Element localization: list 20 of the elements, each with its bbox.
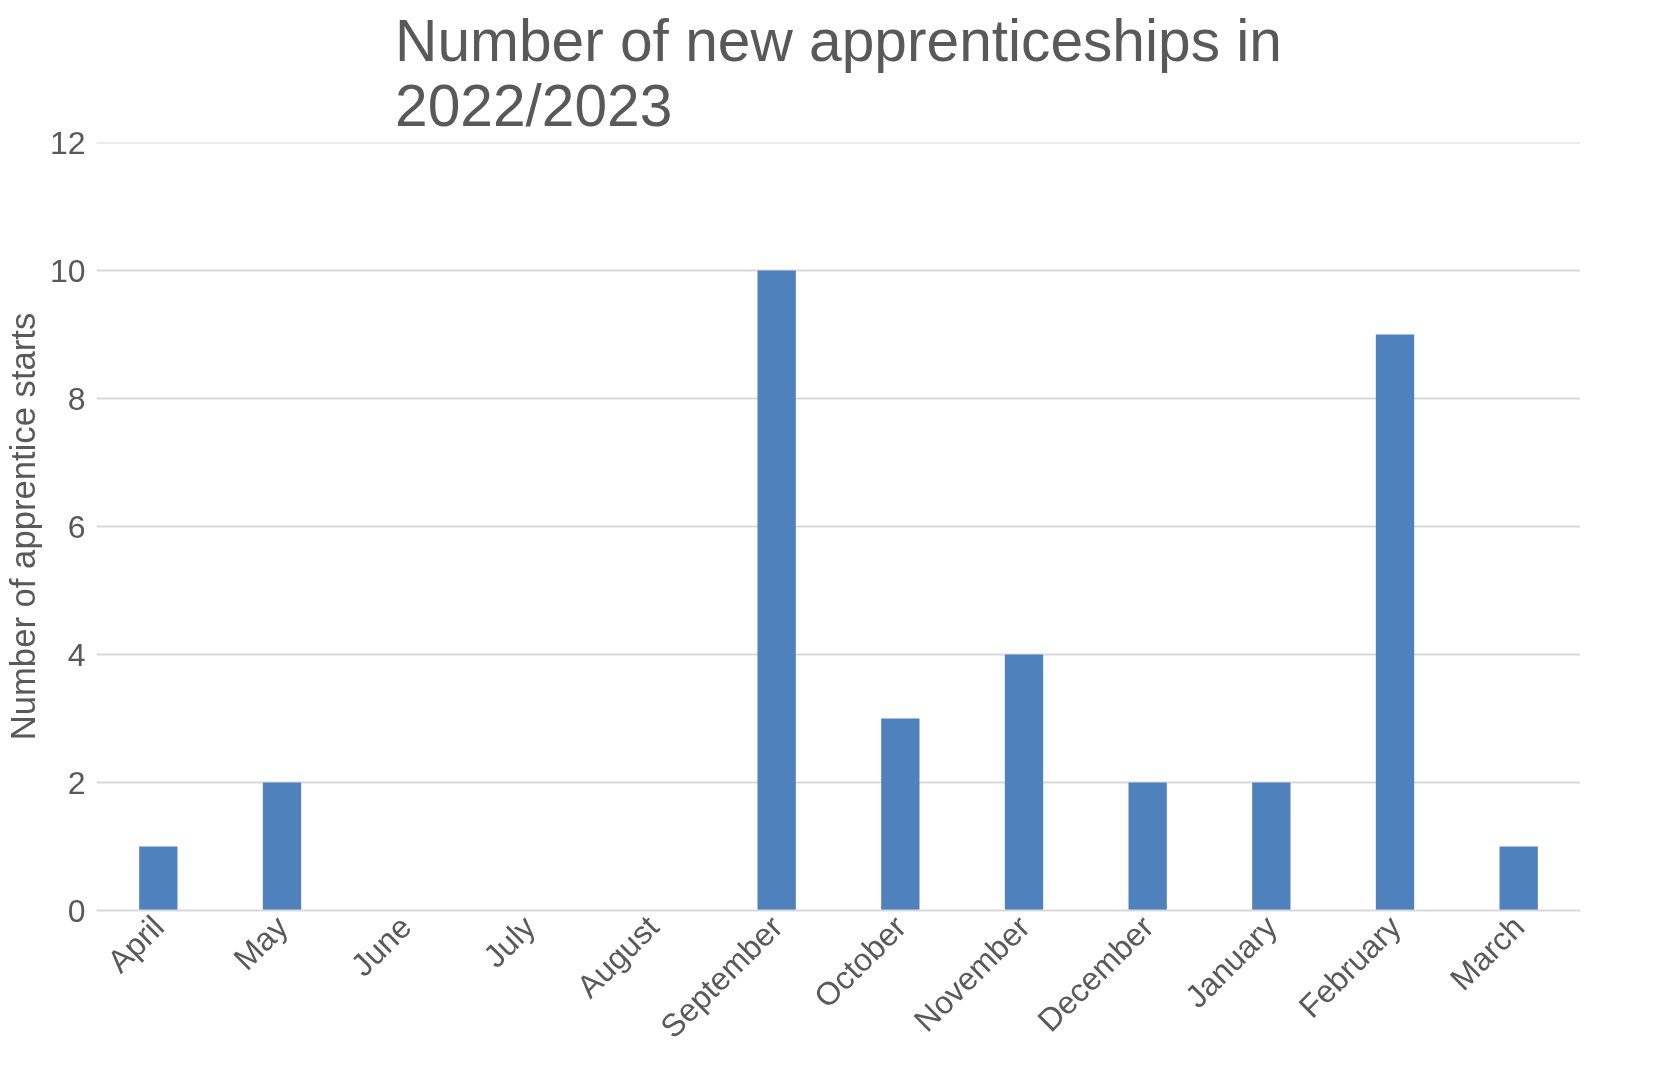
y-tick-label: 8 [67,380,86,417]
bar [262,782,302,911]
y-tick-label: 10 [49,252,86,289]
y-tick-label: 2 [67,764,86,801]
x-tick-label: July [476,908,543,975]
chart-title: Number of new apprenticeships in 2022/2023 [395,7,1282,138]
bar [1004,654,1044,911]
y-tick-label: 12 [49,124,86,161]
y-axis-title: Number of apprentice starts [3,312,42,741]
bar [1128,782,1167,911]
bar [139,846,178,911]
bar [757,270,796,911]
y-tick-label: 6 [67,508,86,545]
x-tick-label: May [226,908,295,977]
y-tick-label: 4 [67,636,86,673]
bar [881,718,920,911]
y-tick-label: 0 [67,892,86,929]
bar [1375,334,1415,911]
bar [1499,846,1538,911]
bar [1252,782,1291,911]
